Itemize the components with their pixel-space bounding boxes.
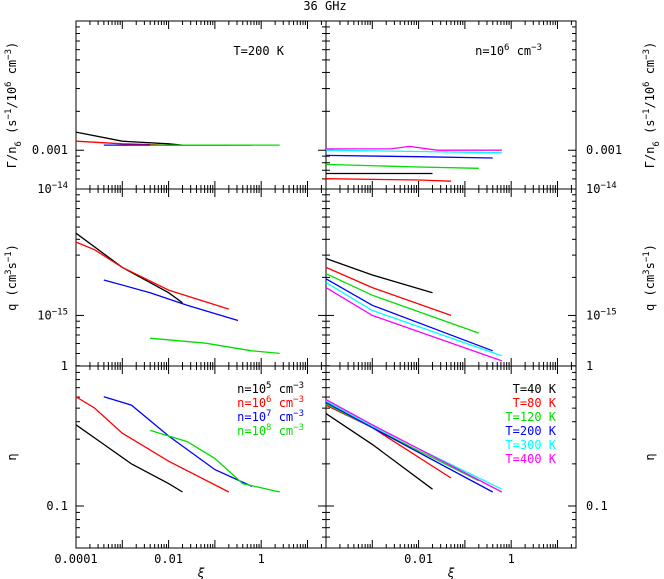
annotation-right: n=106 cm−3 [475, 43, 542, 58]
series-line-c1-s3-eta [325, 401, 494, 493]
x-tick-label: 1 [508, 552, 515, 566]
series-line-c0-s1-q [75, 241, 229, 310]
series-line-c1-s4-q [325, 282, 503, 357]
y-tick-label-left: 1 [61, 359, 68, 373]
x-axis-label: ξ [447, 566, 455, 579]
legend-right-item: T=400 K [505, 452, 556, 466]
y-tick-label-right: 10−14 [586, 181, 617, 196]
panel-frame-r0-c0 [75, 20, 327, 190]
y-axis-label-row1: q (cm3s−1) [4, 244, 19, 311]
series-line-c1-s3-gamma [325, 154, 493, 159]
y-tick-label-left: 0.001 [32, 143, 68, 157]
y-tick-label-left: 0.1 [46, 499, 68, 513]
series-line-c1-s3-q [325, 278, 493, 352]
y-tick-label-right: 0.1 [586, 499, 608, 513]
series-line-c0-s0-q [75, 232, 183, 304]
series-line-c1-s1-gamma [325, 178, 452, 182]
legend-left-item: n=107 cm−3 [237, 409, 304, 424]
x-tick-label: 0.0001 [54, 552, 97, 566]
panel-frame-r1-c1 [325, 188, 577, 367]
y-axis-label-row0: Γ/n6 (s−1/106 cm−3) [642, 42, 662, 169]
legend-right-item: T=300 K [505, 438, 556, 452]
x-axis-label: ξ [197, 566, 205, 579]
series-line-c1-s4-eta [325, 400, 503, 490]
series-line-c1-s1-q [325, 266, 452, 317]
y-tick-label-left: 10−15 [37, 307, 68, 322]
y-axis-label-row1: q (cm3s−1) [642, 244, 657, 311]
series-line-c0-s2-eta [103, 396, 253, 487]
series-line-c1-s0-eta [325, 413, 433, 490]
series-line-c0-s3-eta [149, 429, 280, 493]
legend-right-item: T=120 K [505, 410, 556, 424]
x-tick-label: 1 [258, 552, 265, 566]
series-line-c0-s2-q [103, 279, 239, 322]
series-line-c1-s5-gamma [326, 145, 502, 151]
series-line-c1-s5-eta [325, 399, 503, 493]
y-tick-label-right: 0.001 [586, 143, 622, 157]
legend-left-item: n=105 cm−3 [237, 381, 304, 396]
legend-left-item: n=108 cm−3 [237, 423, 304, 438]
series-line-c0-s1-eta [75, 396, 230, 493]
x-tick-label: 0.01 [154, 552, 183, 566]
series-line-c1-s0-q [325, 257, 433, 294]
panel-frame-r1-c0 [75, 188, 327, 367]
chart-title: 36 GHz [303, 0, 346, 13]
series-line-c1-s2-q [325, 273, 480, 334]
series-line-c1-s5-q [325, 287, 503, 362]
series-line-c1-s2-gamma [325, 163, 479, 169]
legend-right-item: T=80 K [513, 396, 557, 410]
series-line-c0-s0-eta [75, 424, 183, 493]
panels-group: 0.001 0.001 10−14 10−14 10−15 10−15 1 1 0.1 0.1 Γ/… [4, 20, 662, 579]
series-line-c1-s1-eta [325, 404, 452, 479]
legend-right-item: T=200 K [505, 424, 556, 438]
series-line-c1-s4-gamma [325, 149, 502, 154]
legend-left-item: n=106 cm−3 [237, 395, 304, 410]
annotation-left: T=200 K [233, 44, 284, 58]
series-line-c0-s0-gamma [75, 131, 183, 146]
y-axis-label-row2: η [643, 453, 657, 460]
legend-right-item: T=40 K [513, 382, 557, 396]
x-tick-label: 0.01 [404, 552, 433, 566]
y-axis-label-row0: Γ/n6 (s−1/106 cm−3) [4, 42, 24, 169]
y-tick-label-right: 10−15 [586, 307, 617, 322]
y-tick-label-left: 10−14 [37, 181, 68, 196]
y-tick-label-right: 1 [586, 359, 593, 373]
y-axis-label-row2: η [5, 453, 19, 460]
series-line-c0-s3-q [150, 337, 280, 355]
